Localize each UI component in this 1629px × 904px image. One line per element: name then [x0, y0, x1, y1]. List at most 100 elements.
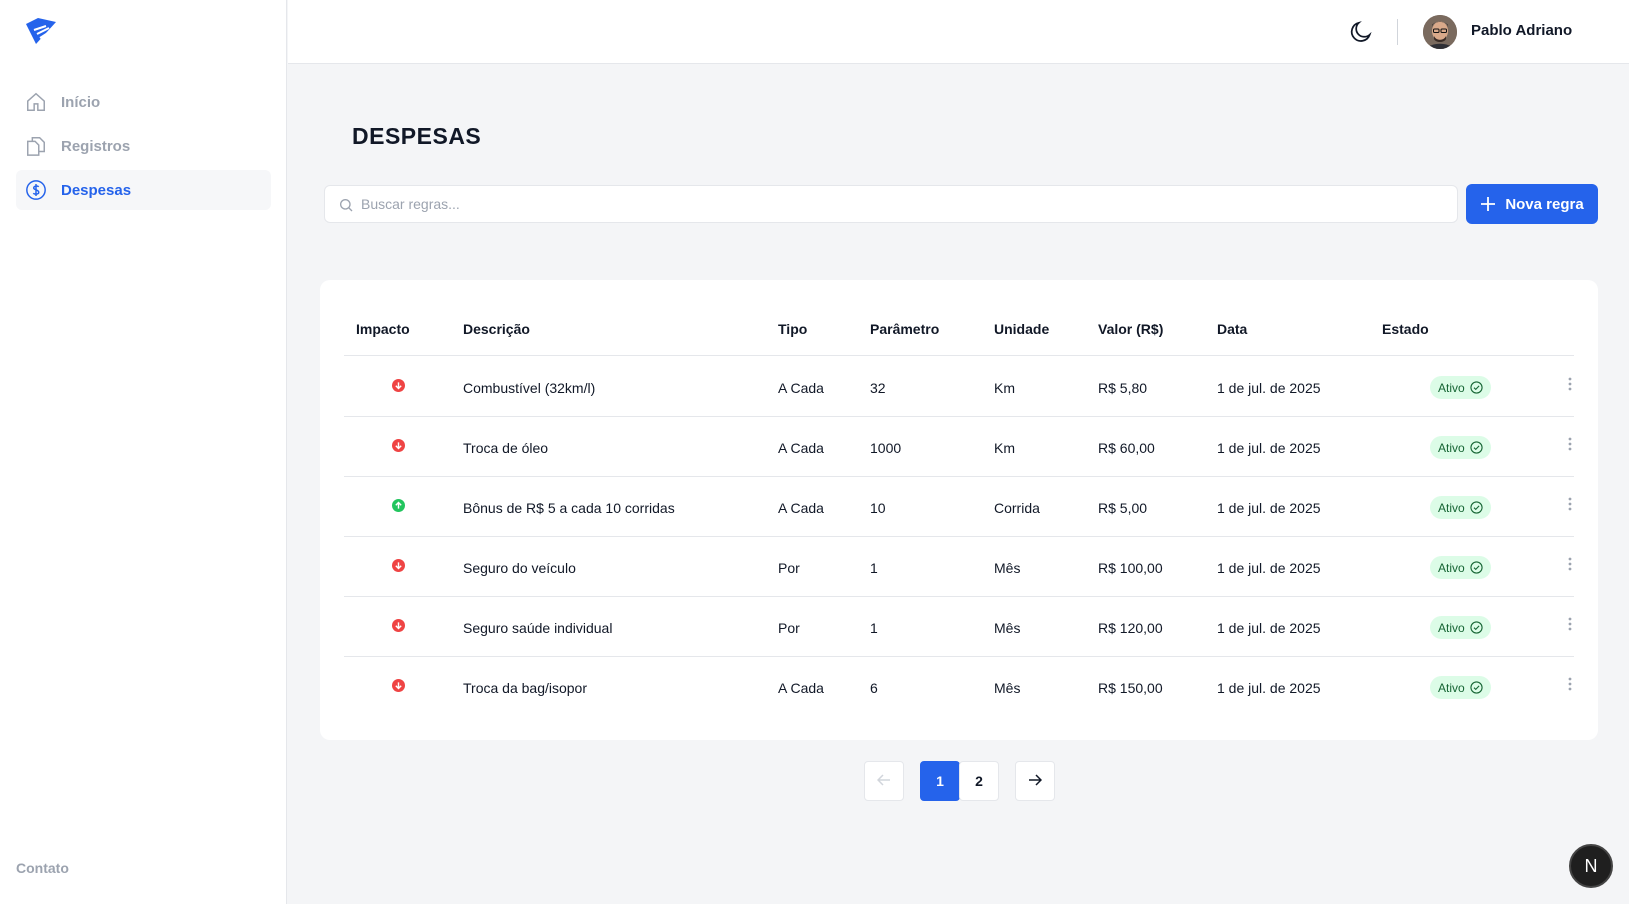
type-cell: A Cada [778, 680, 824, 696]
description-cell: Seguro saúde individual [463, 620, 613, 636]
status-label: Ativo [1438, 560, 1465, 575]
check-circle-icon [1470, 441, 1483, 454]
type-cell: Por [778, 620, 800, 636]
contact-link[interactable]: Contato [16, 860, 69, 876]
date-cell: 1 de jul. de 2025 [1217, 380, 1321, 396]
more-options-icon[interactable] [1564, 494, 1576, 514]
dev-tools-button[interactable]: N [1569, 844, 1613, 888]
top-header: Pablo Adriano [288, 0, 1629, 64]
check-circle-icon [1470, 561, 1483, 574]
status-badge: Ativo [1430, 556, 1491, 579]
rules-table: Impacto Descrição Tipo Parâmetro Unidade… [320, 280, 1598, 740]
date-cell: 1 de jul. de 2025 [1217, 560, 1321, 576]
page-title: DESPESAS [352, 123, 482, 149]
sidebar-item-label: Início [61, 93, 101, 111]
table-header: Impacto Descrição Tipo Parâmetro Unidade… [344, 280, 1574, 356]
type-cell: A Cada [778, 500, 824, 516]
impact-up-icon [392, 499, 405, 512]
arrow-left-icon [876, 773, 891, 790]
home-icon [25, 91, 47, 113]
column-header-estado: Estado [1382, 321, 1429, 337]
arrow-right-icon [1028, 773, 1043, 790]
type-cell: A Cada [778, 440, 824, 456]
unit-cell: Km [994, 380, 1015, 396]
param-cell: 10 [870, 500, 886, 516]
app-logo[interactable] [24, 16, 58, 46]
table-row[interactable]: Troca de óleo A Cada 1000 Km R$ 60,00 1 … [344, 417, 1574, 477]
column-header-descricao: Descrição [463, 321, 530, 337]
status-label: Ativo [1438, 380, 1465, 395]
column-header-valor: Valor (R$) [1098, 321, 1164, 337]
more-options-icon[interactable] [1564, 434, 1576, 454]
impact-down-icon [392, 439, 405, 452]
search-input[interactable] [361, 186, 1451, 222]
unit-cell: Corrida [994, 500, 1040, 516]
impact-down-icon [392, 379, 405, 392]
next-page-button[interactable] [1015, 761, 1055, 801]
type-cell: A Cada [778, 380, 824, 396]
table-row[interactable]: Combustível (32km/l) A Cada 32 Km R$ 5,8… [344, 357, 1574, 417]
column-header-unidade: Unidade [994, 321, 1050, 337]
description-cell: Seguro do veículo [463, 560, 576, 576]
unit-cell: Mês [994, 560, 1021, 576]
sidebar-item-label: Despesas [61, 181, 132, 199]
impact-down-icon [392, 559, 405, 572]
type-cell: Por [778, 560, 800, 576]
value-cell: R$ 60,00 [1098, 440, 1155, 456]
column-header-tipo: Tipo [778, 321, 808, 337]
table-row[interactable]: Seguro do veículo Por 1 Mês R$ 100,00 1 … [344, 537, 1574, 597]
header-divider [1397, 19, 1398, 45]
status-badge: Ativo [1430, 496, 1491, 519]
status-label: Ativo [1438, 500, 1465, 515]
value-cell: R$ 150,00 [1098, 680, 1163, 696]
description-cell: Bônus de R$ 5 a cada 10 corridas [463, 500, 675, 516]
page-1-button[interactable]: 1 [920, 761, 960, 801]
more-options-icon[interactable] [1564, 554, 1576, 574]
sidebar: Início Registros Despesas Contato [0, 0, 287, 904]
description-cell: Troca da bag/isopor [463, 680, 587, 696]
plus-icon [1480, 196, 1496, 212]
moon-icon[interactable] [1348, 19, 1374, 45]
date-cell: 1 de jul. de 2025 [1217, 500, 1321, 516]
search-box [324, 185, 1458, 223]
param-cell: 32 [870, 380, 886, 396]
more-options-icon[interactable] [1564, 374, 1576, 394]
check-circle-icon [1470, 681, 1483, 694]
files-icon [25, 135, 47, 157]
user-name[interactable]: Pablo Adriano [1471, 22, 1573, 39]
dollar-circle-icon [25, 179, 47, 201]
sidebar-item-despesas[interactable]: Despesas [16, 170, 271, 210]
param-cell: 1 [870, 560, 878, 576]
status-label: Ativo [1438, 620, 1465, 635]
sidebar-item-inicio[interactable]: Início [16, 82, 271, 122]
status-badge: Ativo [1430, 616, 1491, 639]
sidebar-item-registros[interactable]: Registros [16, 126, 271, 166]
value-cell: R$ 5,00 [1098, 500, 1148, 516]
avatar[interactable] [1423, 15, 1457, 49]
param-cell: 6 [870, 680, 878, 696]
value-cell: R$ 120,00 [1098, 620, 1163, 636]
more-options-icon[interactable] [1564, 614, 1576, 634]
unit-cell: Km [994, 440, 1015, 456]
table-row[interactable]: Bônus de R$ 5 a cada 10 corridas A Cada … [344, 477, 1574, 537]
sidebar-item-label: Registros [61, 137, 131, 155]
description-cell: Troca de óleo [463, 440, 549, 456]
date-cell: 1 de jul. de 2025 [1217, 620, 1321, 636]
new-rule-button[interactable]: Nova regra [1466, 184, 1598, 224]
column-header-parametro: Parâmetro [870, 321, 940, 337]
status-label: Ativo [1438, 440, 1465, 455]
table-row[interactable]: Seguro saúde individual Por 1 Mês R$ 120… [344, 597, 1574, 657]
prev-page-button[interactable] [864, 761, 904, 801]
check-circle-icon [1470, 501, 1483, 514]
unit-cell: Mês [994, 620, 1021, 636]
value-cell: R$ 100,00 [1098, 560, 1163, 576]
sidebar-nav: Início Registros Despesas [16, 82, 271, 214]
param-cell: 1 [870, 620, 878, 636]
page-2-button[interactable]: 2 [959, 761, 999, 801]
table-row[interactable]: Troca da bag/isopor A Cada 6 Mês R$ 150,… [344, 657, 1574, 717]
status-badge: Ativo [1430, 436, 1491, 459]
value-cell: R$ 5,80 [1098, 380, 1148, 396]
date-cell: 1 de jul. de 2025 [1217, 440, 1321, 456]
new-rule-label: Nova regra [1505, 195, 1584, 213]
more-options-icon[interactable] [1564, 674, 1576, 694]
